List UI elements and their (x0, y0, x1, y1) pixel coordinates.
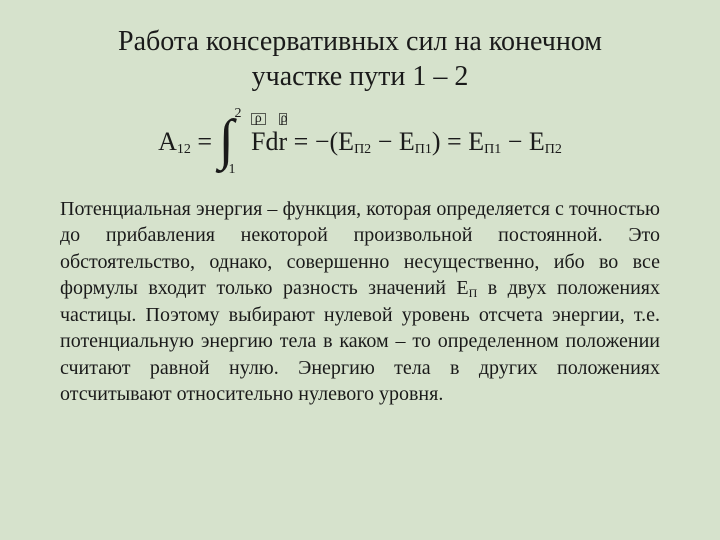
slide-title: Работа консервативных сил на конечном уч… (60, 24, 660, 94)
integral-symbol: ∫ (219, 112, 234, 168)
paren-close: ) (432, 127, 441, 157)
formula-block: A12 = 2 ∫ 1 ρ F d ρ r = −(EП2 − EП1) = E… (60, 112, 660, 172)
ep-E: Е (456, 277, 468, 299)
vector-r-arrow: ρ (279, 113, 288, 125)
body-paragraph: Потенциальная энергия – функция, которая… (60, 196, 660, 408)
E-p2a: E (338, 127, 354, 157)
paren-open: ( (330, 127, 339, 157)
E-p1b: E (468, 127, 484, 157)
minus-2: − (508, 127, 523, 157)
integral-upper: 2 (235, 106, 242, 122)
ep-sub: П (469, 286, 478, 300)
formula-eq3: = (447, 127, 462, 157)
slide: Работа консервативных сил на конечном уч… (0, 0, 720, 540)
vector-F-letter: F (251, 127, 265, 156)
vector-F-arrow: ρ (251, 113, 265, 125)
formula-A: A (158, 127, 177, 157)
E-p1b-sub: П1 (484, 142, 501, 158)
formula-A-sub: 12 (177, 142, 191, 158)
formula-eq2: = − (294, 127, 330, 157)
work-formula: A12 = 2 ∫ 1 ρ F d ρ r = −(EП2 − EП1) = E… (158, 112, 562, 172)
E-p2b-sub: П2 (545, 142, 562, 158)
vector-F: ρ F (251, 127, 265, 157)
formula-eq1: = (197, 127, 212, 157)
E-p2b: E (529, 127, 545, 157)
E-p2a-sub: П2 (354, 142, 371, 158)
E-p1a-sub: П1 (415, 142, 432, 158)
ep-inline: ЕП (456, 277, 477, 299)
integral-sign: 2 ∫ 1 (221, 112, 243, 172)
integral-lower: 1 (229, 162, 236, 178)
minus-1: − (378, 127, 393, 157)
title-line-2: участке пути 1 – 2 (252, 61, 469, 92)
E-p1a: E (399, 127, 415, 157)
title-line-1: Работа консервативных сил на конечном (118, 26, 602, 57)
formula-d: d (266, 127, 279, 157)
vector-r: ρ r (279, 127, 288, 157)
vector-r-letter: r (279, 127, 288, 156)
